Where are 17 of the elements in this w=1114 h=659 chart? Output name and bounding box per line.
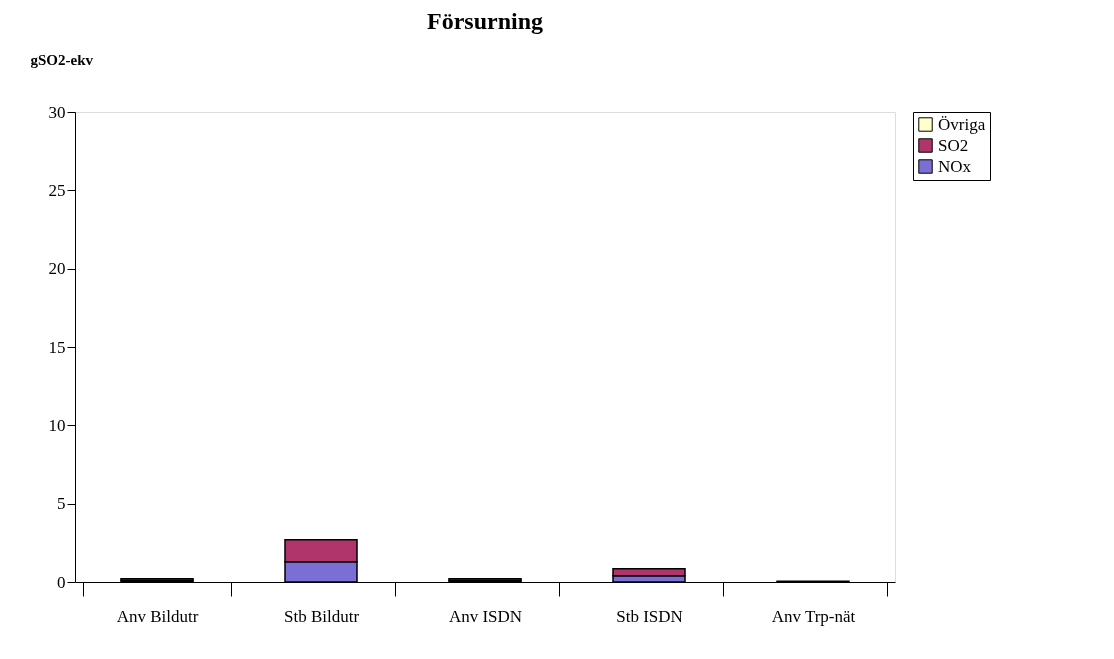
y-tick-label: 20 bbox=[48, 259, 66, 279]
chart-title: Försurning bbox=[426, 8, 544, 34]
x-tick-label: Anv Trp-nät bbox=[771, 606, 856, 626]
x-tick-label: Anv ISDN bbox=[448, 606, 523, 626]
y-tick-label: 25 bbox=[48, 180, 66, 200]
x-tick-label: Stb Bildutr bbox=[283, 606, 360, 626]
y-tick-label: 5 bbox=[57, 494, 66, 514]
y-tick-label: 0 bbox=[57, 572, 66, 592]
y-tick-label: 30 bbox=[48, 102, 66, 122]
legend-label: NOx bbox=[938, 156, 972, 176]
y-tick-label: 10 bbox=[48, 415, 66, 435]
y-axis-title: gSO2-ekv bbox=[30, 51, 94, 68]
x-tick-label: Stb ISDN bbox=[616, 606, 683, 626]
legend-label: SO2 bbox=[938, 135, 969, 155]
y-tick-label: 15 bbox=[48, 337, 66, 357]
legend-label: Övriga bbox=[938, 114, 986, 134]
x-tick-label: Anv Bildutr bbox=[116, 606, 199, 626]
